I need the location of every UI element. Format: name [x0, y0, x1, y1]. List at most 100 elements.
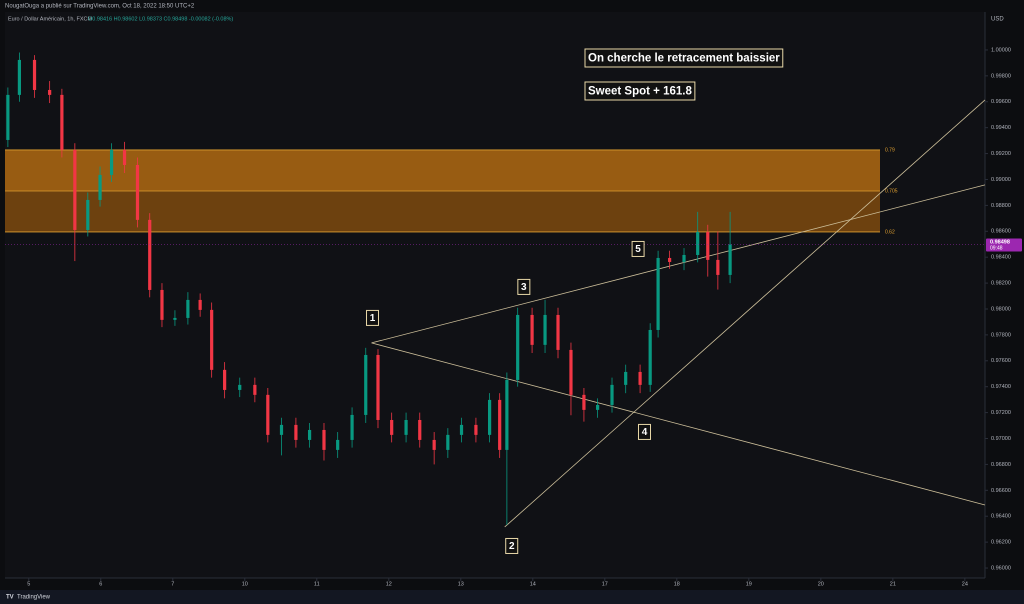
candle-body [404, 419, 408, 435]
candle-body [294, 424, 298, 440]
plot-layer: 0.79 0.705 0.62 [5, 52, 986, 528]
x-tick-label: 11 [314, 581, 320, 587]
y-tick-label: 0.98200 [991, 281, 1011, 287]
candle-body [418, 419, 422, 440]
candle-body [364, 354, 368, 415]
x-tick-label: 13 [458, 581, 464, 587]
x-tick-label: 10 [242, 581, 248, 587]
annotation: On cherche le retracement baissier [588, 53, 780, 65]
trend-line [504, 99, 986, 528]
candle-body [336, 439, 340, 450]
x-tick-label: 18 [674, 581, 680, 587]
y-tick-label: 0.96000 [991, 565, 1011, 571]
y-tick-label: 0.99200 [991, 151, 1011, 157]
y-tick-label: 0.99000 [991, 177, 1011, 183]
candle-body [238, 384, 242, 390]
wave-label: 5 [635, 244, 641, 255]
x-tick-label: 14 [530, 581, 536, 587]
candle-body [160, 289, 164, 320]
candle-body [210, 309, 214, 370]
candle-body [530, 314, 534, 345]
wave-label: 1 [370, 313, 376, 324]
candle-body [48, 89, 52, 95]
publisher: NougatOuga a publié sur TradingView.com,… [5, 4, 195, 10]
candle-body [376, 354, 380, 420]
candle-body [135, 164, 140, 220]
wave-box [517, 278, 531, 295]
y-tick-label: 0.97200 [991, 410, 1011, 416]
candle-body [122, 149, 127, 165]
y-tick-label: 0.97000 [991, 436, 1011, 442]
fib-label: 0.79 [885, 147, 895, 153]
wave-box [637, 423, 651, 440]
y-tick-label: 1.00000 [991, 47, 1011, 53]
logo: TV [6, 595, 14, 601]
y-tick-label: 0.96200 [991, 540, 1011, 546]
wave-label: 2 [509, 541, 515, 552]
y-tick-label: 0.98800 [991, 203, 1011, 209]
fib-zone [5, 149, 880, 191]
candle-body [198, 299, 202, 310]
wave-box [631, 240, 645, 257]
y-tick-label: 0.99400 [991, 125, 1011, 131]
x-tick-label: 7 [171, 581, 174, 587]
annotation-box [584, 81, 696, 101]
x-tick-label: 5 [27, 581, 30, 587]
trend-line [371, 184, 986, 344]
y-tick-label: 0.99600 [991, 99, 1011, 105]
x-tick-label: 24 [962, 581, 968, 587]
plot-area [5, 12, 985, 578]
annotation-box [584, 48, 784, 68]
wave-box [505, 537, 519, 554]
candle-body [73, 149, 77, 230]
candle-body [648, 329, 652, 385]
candle-body [223, 369, 227, 390]
candle-body [505, 379, 509, 450]
x-tick-label: 6 [99, 581, 102, 587]
candle-body [186, 299, 190, 318]
countdown: 09:48 [990, 245, 1003, 251]
y-tick-label: 0.99800 [991, 73, 1011, 79]
candle-body [556, 314, 560, 350]
candle-body [668, 257, 672, 262]
candle-body [279, 424, 284, 435]
currency: USD [991, 17, 1004, 23]
last-price-label: 0.98498 [990, 239, 1010, 245]
candle-body [148, 219, 152, 290]
symbol: Euro / Dollar Américain, 1h, FXCM [8, 16, 92, 22]
candle-body [60, 94, 64, 150]
candle-body [487, 399, 492, 435]
candle-body [682, 254, 686, 262]
fib-label: 0.62 [885, 229, 895, 235]
y-tick-label: 0.96800 [991, 462, 1011, 468]
y-tick-label: 0.97800 [991, 332, 1011, 338]
candle-body [610, 384, 614, 405]
x-tick-label: 20 [818, 581, 824, 587]
candle-body [728, 244, 732, 275]
y-tick-label: 0.96400 [991, 514, 1011, 520]
x-tick-label: 17 [602, 581, 608, 587]
wave-label: 4 [642, 427, 648, 438]
annotation: Sweet Spot + 161.8 [588, 86, 692, 98]
candle-body [32, 59, 37, 90]
x-tick-label: 19 [746, 581, 752, 587]
x-tick-label: 21 [890, 581, 896, 587]
candle-body [446, 434, 450, 450]
y-tick-label: 0.96600 [991, 488, 1011, 494]
candle-body [432, 439, 436, 450]
x-tick-label: 12 [386, 581, 392, 587]
trend-line [371, 342, 986, 506]
candle-body [253, 384, 257, 395]
candle-body [173, 317, 177, 320]
candle-body [474, 424, 478, 435]
candle-body [6, 94, 10, 140]
candle-body [543, 314, 547, 345]
candle-body [498, 399, 502, 450]
y-tick-label: 0.97400 [991, 384, 1011, 390]
candle-body [596, 404, 600, 410]
candle-body [350, 414, 354, 440]
candle-body [696, 231, 700, 255]
footer-bar [0, 590, 1024, 604]
